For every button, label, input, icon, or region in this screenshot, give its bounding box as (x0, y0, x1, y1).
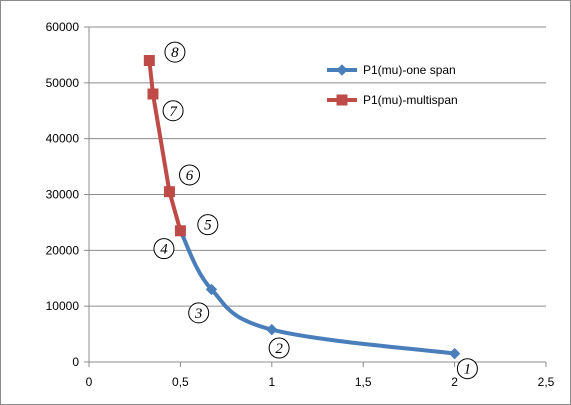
x-tick-label-1: 0,5 (172, 375, 189, 389)
annotation-label-2: 3 (194, 306, 203, 322)
series-line-1 (147, 58, 183, 233)
y-tick-label-4: 40000 (46, 132, 80, 146)
annotation-circle-2 (188, 302, 210, 324)
x-tick-label-4: 2 (451, 375, 458, 389)
x-tick-label-0: 0 (86, 375, 93, 389)
annotation-circle-6 (162, 100, 184, 122)
y-tick-label-0: 0 (72, 355, 79, 369)
x-tick-label-3: 1,5 (355, 375, 372, 389)
legend: P1(mu)-one span P1(mu)-multispan (327, 63, 458, 107)
legend-swatch-marker-0 (336, 64, 348, 76)
series-layer (143, 55, 461, 360)
annotation-label-6: 7 (169, 104, 178, 120)
legend-label-1: P1(mu)-multispan (363, 93, 458, 107)
series-0-point-2 (205, 283, 218, 296)
axis-layer: 0 10000 20000 30000 40000 50000 60000 0 0,5 1 1,5 2… (46, 20, 555, 389)
series-line-0 (178, 228, 457, 356)
annotation-circle-5 (179, 164, 201, 186)
annotation-label-7: 8 (171, 45, 179, 61)
x-tick-label-2: 1 (268, 375, 275, 389)
series-1-point-1 (163, 186, 175, 198)
x-tick-label-5: 2,5 (538, 375, 555, 389)
annotation-label-5: 6 (186, 168, 194, 184)
y-tick-label-1: 10000 (46, 299, 80, 313)
annotation-label-1: 2 (275, 341, 283, 357)
series-0-point-0 (448, 347, 461, 360)
annotation-layer: 1 2 3 4 5 6 7 8 (153, 41, 478, 380)
legend-swatch-marker-1 (336, 94, 348, 106)
y-tick-label-6: 60000 (46, 20, 80, 34)
annotation-circle-3 (153, 238, 175, 260)
annotation-label-3: 4 (160, 242, 168, 258)
series-1-point-2 (147, 88, 159, 100)
y-tick-label-3: 30000 (46, 188, 80, 202)
series-0-point-1 (266, 323, 278, 336)
annotation-circle-0 (456, 358, 478, 380)
legend-label-0: P1(mu)-one span (363, 63, 456, 77)
y-tick-label-5: 50000 (46, 76, 80, 90)
y-tick-label-2: 20000 (46, 243, 80, 257)
annotation-circle-7 (164, 41, 186, 63)
annotation-label-0: 1 (464, 362, 472, 378)
annotation-label-4: 5 (204, 218, 212, 234)
annotation-circle-1 (268, 337, 290, 359)
grid-layer (89, 26, 546, 363)
annotation-circle-4 (197, 214, 219, 236)
series-1-point-0 (174, 225, 186, 237)
series-1-point-3 (143, 55, 155, 66)
